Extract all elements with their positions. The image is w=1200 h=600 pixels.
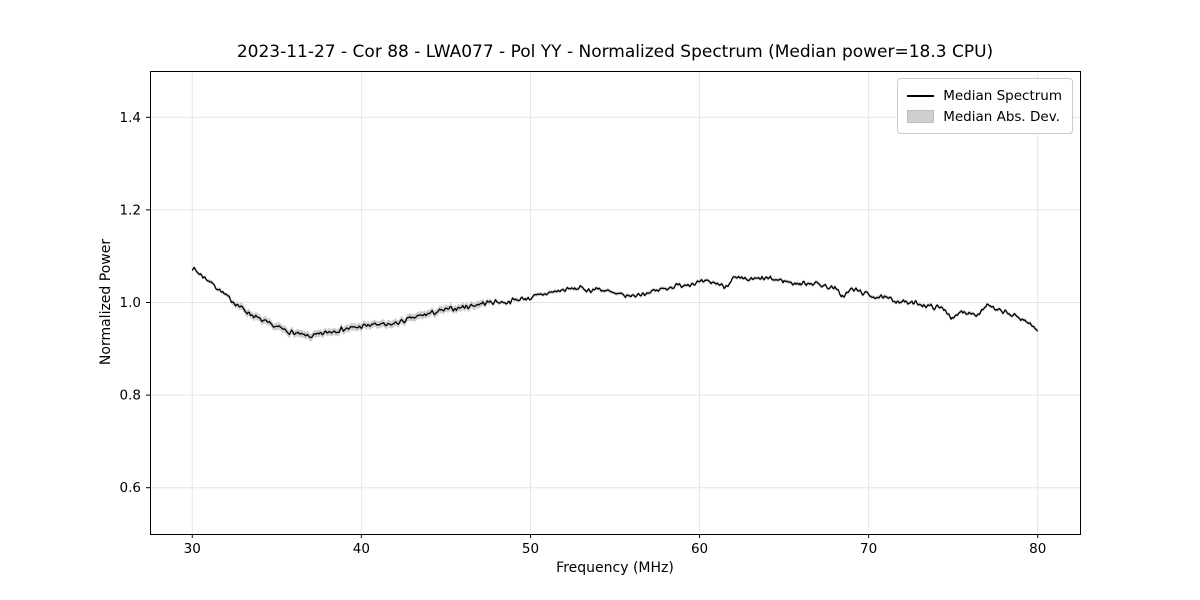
y-tick-label: 1.2 xyxy=(120,202,141,218)
legend-label-median-spectrum: Median Spectrum xyxy=(943,87,1062,104)
y-tick-label: 1.4 xyxy=(120,110,141,126)
chart-title: 2023-11-27 - Cor 88 - LWA077 - Pol YY - … xyxy=(236,42,994,62)
y-tick-label: 0.6 xyxy=(120,480,141,496)
x-tick-label: 40 xyxy=(353,541,370,557)
x-axis-label: Frequency (MHz) xyxy=(556,560,674,576)
x-tick-label: 60 xyxy=(691,541,708,557)
legend-label-median-abs-dev: Median Abs. Dev. xyxy=(943,108,1060,125)
legend-entry-median-spectrum: Median Spectrum xyxy=(907,85,1062,106)
plot-border xyxy=(150,71,1081,535)
legend: Median Spectrum Median Abs. Dev. xyxy=(897,78,1073,134)
x-tick-label: 50 xyxy=(522,541,539,557)
median-abs-dev-band xyxy=(192,265,1038,342)
legend-line-swatch-icon xyxy=(907,94,935,97)
y-axis-label: Normalized Power xyxy=(98,238,114,366)
x-tick-label: 30 xyxy=(184,541,201,557)
median-spectrum-line xyxy=(191,266,1039,339)
y-tick-label: 0.8 xyxy=(120,388,141,404)
legend-patch-swatch-icon xyxy=(907,110,935,123)
legend-entry-median-abs-dev: Median Abs. Dev. xyxy=(907,106,1062,127)
x-tick-label: 80 xyxy=(1029,541,1046,557)
y-tick-label: 1.0 xyxy=(120,295,141,311)
x-tick-label: 70 xyxy=(860,541,877,557)
